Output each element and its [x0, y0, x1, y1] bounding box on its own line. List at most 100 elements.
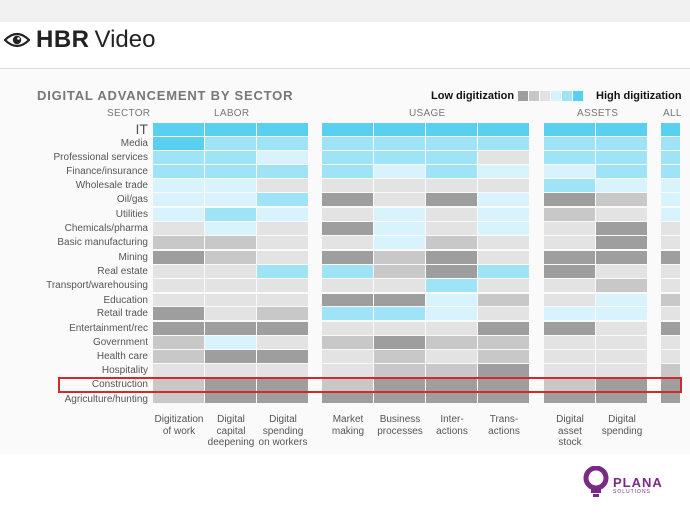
heatmap-cell — [322, 364, 373, 377]
heatmap-cell — [661, 123, 680, 136]
heatmap-cell — [153, 265, 204, 278]
heatmap-cell — [544, 193, 595, 206]
heatmap-cell — [426, 393, 477, 403]
heatmap-cell — [257, 350, 308, 363]
heatmap-cell — [426, 378, 477, 391]
heatmap-cell — [205, 364, 256, 377]
heatmap-cell — [661, 179, 680, 192]
heatmap-cell — [426, 265, 477, 278]
heatmap-cell — [257, 364, 308, 377]
x-label-line: stock — [558, 437, 582, 448]
heatmap-cell — [205, 294, 256, 306]
heatmap-cell — [153, 322, 204, 335]
heatmap-cell — [478, 322, 529, 335]
x-label-line: Digital — [217, 414, 245, 425]
heatmap-cell — [544, 393, 595, 403]
heatmap-cell — [374, 222, 425, 235]
x-label-line: spending — [262, 425, 304, 437]
header-divider — [0, 68, 690, 69]
heatmap-cell — [205, 251, 256, 264]
hbr-video-logo[interactable]: HBR Video — [4, 26, 155, 54]
heatmap-cell — [153, 165, 204, 178]
heatmap-cell — [661, 378, 680, 391]
heatmap-cell — [374, 294, 425, 306]
heatmap-cell — [153, 279, 204, 292]
heatmap-cell — [153, 364, 204, 377]
brand-hbr: HBR — [36, 26, 90, 53]
heatmap-cell — [322, 336, 373, 349]
heatmap-cell — [661, 151, 680, 164]
x-label-line: actions — [488, 425, 520, 437]
row-label: Oil/gas — [116, 194, 148, 205]
legend-high-label: High digitization — [596, 90, 682, 102]
x-label-line: processes — [377, 425, 423, 437]
row-label: Finance/insurance — [66, 166, 148, 177]
group-label-assets: ASSETS — [577, 108, 619, 119]
x-label-line: Inter- — [440, 414, 464, 425]
legend-swatch-0 — [518, 91, 528, 101]
heatmap-cell — [661, 208, 680, 221]
heatmap-cell — [205, 336, 256, 349]
heatmap-cell — [661, 265, 680, 278]
heatmap-cell — [374, 151, 425, 164]
heatmap-cell — [426, 137, 477, 150]
heatmap-cell — [153, 294, 204, 306]
plana-logo: PLANA SOLUTIONS — [583, 465, 663, 505]
heatmap-cell — [478, 265, 529, 278]
heatmap-cell — [426, 236, 477, 249]
x-label-line: asset — [558, 425, 582, 437]
heatmap-cell — [426, 151, 477, 164]
heatmap-cell — [596, 350, 647, 363]
heatmap-cell — [478, 378, 529, 391]
heatmap-cell — [205, 137, 256, 150]
heatmap-cell — [322, 307, 373, 320]
x-label-line: Digital — [608, 414, 636, 425]
row-label: Agriculture/hunting — [64, 394, 148, 405]
heatmap-cell — [153, 193, 204, 206]
heatmap-cell — [374, 251, 425, 264]
x-label-line: spending — [601, 425, 643, 437]
heatmap-cell — [153, 151, 204, 164]
heatmap-cell — [426, 123, 477, 136]
heatmap-cell — [205, 179, 256, 192]
heatmap-cell — [661, 294, 680, 306]
heatmap-cell — [596, 236, 647, 249]
heatmap-cell — [478, 251, 529, 264]
heatmap-cell — [544, 179, 595, 192]
heatmap-cell — [257, 265, 308, 278]
heatmap-cell — [478, 193, 529, 206]
heatmap-cell — [257, 378, 308, 391]
heatmap-cell — [596, 307, 647, 320]
heatmap-cell — [544, 336, 595, 349]
heatmap-cell — [596, 322, 647, 335]
x-label-line: Business — [379, 414, 421, 425]
heatmap-cell — [322, 179, 373, 192]
heatmap-cell — [544, 151, 595, 164]
heatmap-cell — [153, 236, 204, 249]
heatmap-cell — [257, 123, 308, 136]
heatmap-cell — [426, 279, 477, 292]
heatmap-cell — [374, 236, 425, 249]
heatmap-cell — [544, 236, 595, 249]
heatmap-cell — [257, 279, 308, 292]
heatmap-cell — [153, 222, 204, 235]
heatmap-cell — [153, 307, 204, 320]
heatmap-cell — [205, 165, 256, 178]
heatmap-cell — [257, 137, 308, 150]
heatmap-cell — [596, 151, 647, 164]
heatmap-cell — [661, 165, 680, 178]
heatmap-cell — [257, 322, 308, 335]
heatmap-cell — [544, 350, 595, 363]
heatmap-cell — [478, 236, 529, 249]
heatmap-cell — [257, 222, 308, 235]
heatmap-cell — [153, 123, 204, 136]
heatmap-cell — [374, 279, 425, 292]
x-label-line: Digitization — [154, 414, 204, 425]
heatmap-cell — [205, 279, 256, 292]
heatmap-cell — [257, 294, 308, 306]
heatmap-cell — [596, 336, 647, 349]
heatmap-cell — [544, 378, 595, 391]
heatmap-cell — [426, 222, 477, 235]
heatmap-cell — [478, 279, 529, 292]
heatmap-cell — [205, 350, 256, 363]
